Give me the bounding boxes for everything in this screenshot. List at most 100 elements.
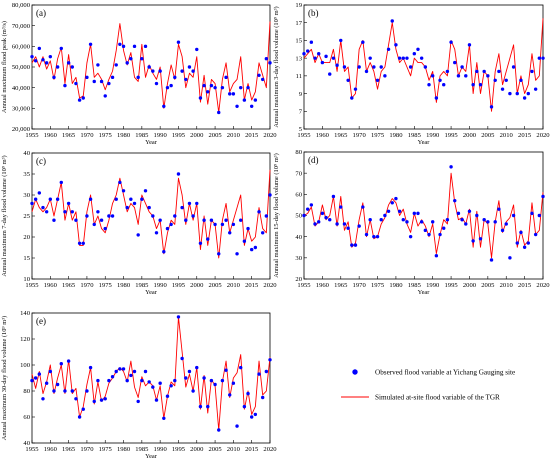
observed-point [191,69,195,73]
observed-point [478,237,483,241]
observed-point [533,87,538,91]
observed-point [41,397,45,401]
x-tick-label: 1980 [117,446,131,453]
observed-point [423,228,428,233]
observed-point [456,74,461,78]
observed-point [328,72,332,76]
observed-point [136,399,140,404]
x-tick-label: 2015 [518,282,532,289]
observed-point [397,56,402,60]
observed-point [464,74,468,78]
observed-point [99,398,104,402]
observed-point [202,83,206,88]
y-axis-label-d: Annual maximum 15-day flood volume (10⁹ … [273,153,280,277]
observed-point [114,63,118,67]
observed-point [162,416,166,420]
x-tick-label: 1980 [117,132,131,139]
observed-point [121,44,126,49]
observed-point [88,365,93,370]
observed-point [497,207,501,211]
observed-point [317,220,321,224]
observed-point [383,74,387,78]
observed-point [239,365,243,370]
observed-point [37,46,42,51]
x-axis-label-b: Year [418,139,431,146]
panel-label-e: (e) [36,316,46,326]
observed-point [416,47,420,51]
x-tick-label: 1970 [353,132,367,139]
observed-point [224,218,228,222]
observed-point [114,197,118,201]
observed-point [52,75,56,80]
observed-point [140,197,144,201]
observed-point [151,69,155,73]
observed-point [165,394,170,398]
observed-point [55,197,60,201]
x-tick-label: 1990 [154,132,168,139]
observed-point [401,56,405,60]
observed-point [460,65,464,69]
observed-point [184,218,188,222]
observed-point [55,382,60,387]
x-tick-label: 1960 [316,282,330,289]
observed-point [519,78,523,82]
x-tick-label: 2015 [245,446,259,453]
y-tick-label: 11 [296,73,302,80]
observed-point [217,110,221,115]
x-tick-label: 1970 [80,132,94,139]
observed-point [235,424,239,428]
observed-point [140,378,144,383]
observed-point [394,43,398,47]
observed-point [320,211,325,216]
observed-point [372,234,376,239]
observed-point [264,369,269,374]
observed-point [52,389,56,393]
x-tick-label: 1960 [316,132,330,139]
observed-point [154,81,159,86]
observed-point [209,218,214,222]
x-tick-label: 1980 [389,282,403,289]
observed-point [313,222,317,226]
observed-point [41,58,45,62]
observed-point [482,218,486,222]
observed-point [246,391,250,396]
y-tick-label: 60 [23,414,30,421]
simulated-series-line-e [31,316,271,431]
observed-point [77,415,82,419]
x-tick-label: 1995 [444,282,458,289]
y-tick-label: 15 [23,255,30,262]
observed-point [74,397,78,401]
observed-point [59,362,63,366]
observed-point [191,214,195,218]
observed-point [228,92,232,96]
observed-point [320,60,325,65]
observed-point [504,222,508,226]
observed-point [220,378,225,383]
x-axis-label-c: Year [145,289,158,296]
observed-point [364,69,369,74]
observed-point [125,61,129,65]
observed-point [449,165,453,169]
observed-point [30,54,34,59]
observed-point [66,61,71,65]
observed-point [44,61,49,65]
x-tick-label: 2005 [208,446,222,453]
observed-point [70,210,74,214]
y-tick-label: 9 [299,91,303,98]
observed-point [305,49,310,53]
observed-point [526,91,530,96]
observed-point [386,47,391,51]
panel-label-b: (b) [308,8,319,18]
observed-point [70,389,74,393]
observed-point [136,75,140,80]
observed-point [147,380,151,384]
x-tick-label: 1980 [389,132,403,139]
observed-point [339,205,343,209]
observed-point [48,197,53,201]
observed-point [107,378,111,383]
observed-point [63,210,67,214]
observed-point [268,358,272,362]
observed-point [92,399,96,404]
observed-point [257,73,261,77]
y-tick-label: 30 [295,255,302,262]
